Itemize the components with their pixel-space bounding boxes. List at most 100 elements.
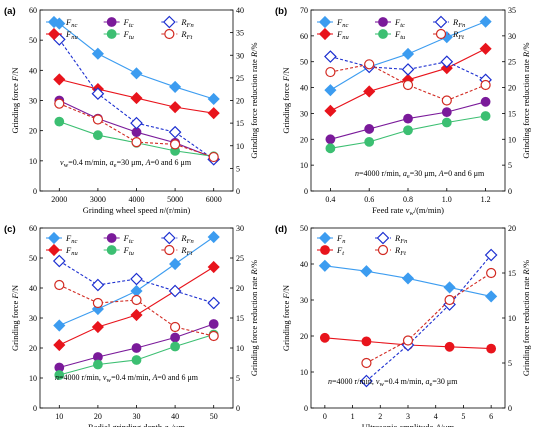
legend-marker-RFt: [164, 244, 175, 256]
data-point-Fnu: [440, 62, 453, 75]
data-point-Fnu: [207, 107, 220, 120]
y-right-tick-label: 0: [236, 187, 240, 196]
series-RFt: [54, 279, 219, 342]
legend-label-RFn-sub: Fn: [186, 22, 194, 29]
series-RFt: [361, 267, 497, 369]
legend-label-RFt: RFt: [452, 29, 464, 41]
legend-marker-Ftc: [378, 17, 388, 27]
y-right-axis-title-seg: /%: [249, 42, 259, 51]
y-right-axis-title-seg: Grinding force reduction rate: [521, 275, 531, 377]
x-tick-label: 6000: [206, 195, 222, 204]
y-right-tick-label: 20: [236, 97, 244, 106]
legend-label-Fnu-main: F: [65, 29, 72, 39]
legend-label-Fnc-sub: nc: [342, 22, 348, 29]
legend-label-Fnc-main: F: [65, 17, 72, 27]
legend-marker-RFn: [376, 231, 390, 245]
y-right-axis-title-seg: /%: [249, 260, 259, 269]
legend-label-Fnc: Fnc: [336, 17, 348, 29]
data-point-RFt: [361, 357, 372, 369]
legend-label-RFt: RFt: [394, 245, 406, 257]
legend-label-RFt-sub: Ft: [186, 250, 193, 257]
data-point-RFn: [440, 55, 454, 69]
legend-label-Ftu-main: F: [123, 245, 130, 255]
legend-marker-Ftu: [106, 29, 117, 39]
legend-marker-Fnc: [47, 231, 61, 245]
series-RFt: [54, 98, 219, 163]
condition-note-seg: A: [438, 169, 444, 178]
x-axis-title-seg: /(m/min): [414, 205, 444, 215]
legend-label-Fnc-main: F: [336, 17, 343, 27]
y-left-tick-label: 10: [300, 161, 308, 170]
x-axis-title-seg: Ultrasonic amplitude: [362, 422, 436, 427]
data-point-RFt: [170, 139, 181, 150]
series-line-RFn: [330, 56, 486, 81]
y-right-tick-label: 10: [508, 135, 516, 144]
x-tick-label: 1: [351, 412, 355, 421]
legend-label-RFt-main: R: [394, 245, 401, 255]
legend-label-Fn-main: F: [336, 233, 343, 243]
data-point-RFn: [207, 296, 221, 310]
legend-marker-Fnu: [47, 243, 61, 257]
legend-marker-RFt: [164, 28, 175, 40]
legend-label-Ftu-sub: tu: [129, 250, 135, 257]
y-left-axis-title-seg: F: [10, 293, 20, 300]
condition-note-seg: a: [403, 169, 407, 178]
legend-label-RFt-main: R: [452, 29, 459, 39]
x-tick-label: 4: [434, 412, 438, 421]
x-tick-label: 0.8: [403, 195, 413, 204]
y-right-tick-label: 5: [236, 374, 240, 383]
data-point-RFn: [484, 248, 498, 262]
y-left-axis-title-seg: F: [10, 75, 20, 82]
condition-note-seg: =0 and 6 μm: [150, 158, 191, 167]
x-tick-label: 2: [378, 412, 382, 421]
y-right-tick-label: 5: [508, 359, 512, 368]
data-point-Fnu: [53, 73, 66, 86]
data-point-RFn: [168, 284, 182, 298]
legend-label-Ftu: Ftu: [394, 29, 406, 41]
condition-note: n=4000 r/min, vw=0.4 m/min, ae=30 μm: [328, 377, 458, 388]
panel-label: (b): [275, 6, 287, 17]
legend-label-Ftu-sub: tu: [400, 34, 406, 41]
data-point-RFn: [168, 125, 182, 139]
condition-note-seg: =0.4 m/min,: [68, 158, 109, 167]
data-point-Fnu: [169, 101, 182, 114]
x-axis-title-seg: /μm: [171, 422, 185, 427]
data-point-Ftu: [131, 355, 142, 365]
legend-label-Ftc: Ftc: [394, 17, 405, 29]
y-right-tick-label: 40: [236, 6, 244, 15]
legend-label-Ftc-sub: tc: [129, 22, 134, 29]
condition-note-seg: A: [152, 373, 158, 382]
y-left-tick-label: 20: [29, 127, 37, 136]
condition-note: vw=0.4 m/min, ae=30 μm, A=0 and 6 μm: [60, 158, 192, 169]
y-right-tick-label: 10: [236, 142, 244, 151]
data-point-RFn: [130, 116, 143, 130]
data-point-Fnu: [363, 85, 376, 98]
y-left-axis-title-seg: Grinding force: [10, 299, 20, 351]
data-point-Fnu: [53, 338, 66, 352]
data-point-Ft: [444, 341, 455, 352]
legend-label-Ft: Ft: [336, 245, 344, 257]
data-point-Fnc: [130, 67, 143, 80]
data-point-RFt: [325, 66, 336, 78]
y-left-tick-label: 10: [29, 157, 37, 166]
data-point-RFt: [131, 137, 142, 148]
legend-label-RFn: RFn: [180, 233, 193, 245]
panel-c-chart: 10 20 30 40 500102030405060051015202530Radia…: [4, 224, 259, 427]
panel-d-chart: 0 1 2 3 4 5 6 0 10 20 30 40 50 0 5 10 15 20 Ultrasonic amp…: [275, 224, 531, 427]
legend-label-Ftu-sub: tu: [129, 34, 135, 41]
legend-label-Fnc: Fnc: [65, 233, 77, 245]
y-left-axis-title-seg: /N: [10, 285, 20, 294]
y-right-axis-title-seg: Grinding force reduction rate: [521, 57, 531, 159]
y-left-axis-title-seg: Grinding force: [10, 81, 20, 133]
legend-marker-Fn: [318, 231, 332, 245]
data-point-RFt: [54, 279, 65, 291]
x-tick-label: 3: [406, 412, 410, 421]
data-point-Ftc: [480, 96, 491, 107]
series-Ftu: [325, 111, 491, 154]
condition-note-seg: e: [407, 173, 410, 180]
condition-note-seg: =30 μm,: [117, 158, 146, 167]
data-point-RFt: [131, 294, 142, 306]
y-left-tick-label: 10: [29, 374, 37, 383]
data-point-RFt: [441, 95, 452, 106]
